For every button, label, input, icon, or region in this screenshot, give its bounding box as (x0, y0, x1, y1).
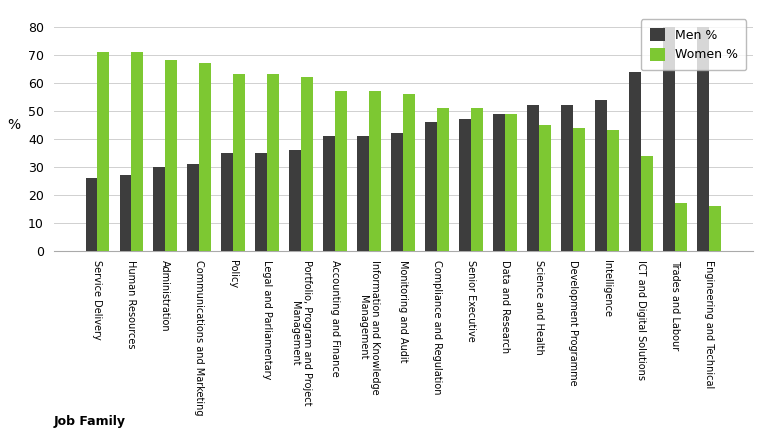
Bar (290, 150, 301, 251)
Bar (697, 27, 709, 251)
Bar (154, 167, 165, 251)
Bar (357, 136, 369, 251)
Bar (98, 52, 109, 251)
Bar (505, 114, 517, 251)
Bar (629, 72, 641, 251)
Bar (675, 203, 687, 251)
Legend: Men %, Women %: Men %, Women % (641, 19, 746, 70)
Bar (323, 136, 336, 251)
Bar (369, 91, 381, 251)
Bar (233, 74, 245, 251)
Bar (120, 175, 131, 251)
Bar (301, 77, 313, 251)
Bar (187, 164, 200, 251)
Bar (539, 125, 551, 251)
Bar (85, 178, 98, 251)
Bar (267, 74, 280, 251)
Bar (641, 156, 653, 251)
Bar (165, 60, 177, 251)
Text: Job Family: Job Family (54, 415, 126, 428)
Bar (131, 52, 144, 251)
Bar (221, 153, 233, 251)
Bar (403, 94, 415, 251)
Bar (663, 27, 675, 251)
Bar (392, 133, 403, 251)
Bar (607, 130, 619, 251)
Bar (459, 119, 471, 251)
Bar (493, 114, 505, 251)
Bar (709, 206, 721, 251)
Bar (527, 105, 539, 251)
Bar (471, 108, 483, 251)
Y-axis label: %: % (8, 118, 21, 132)
Bar (256, 153, 267, 251)
Bar (425, 122, 437, 251)
Bar (437, 108, 449, 251)
Bar (336, 91, 347, 251)
Bar (573, 127, 585, 251)
Bar (561, 105, 573, 251)
Bar (200, 63, 211, 251)
Bar (595, 100, 607, 251)
